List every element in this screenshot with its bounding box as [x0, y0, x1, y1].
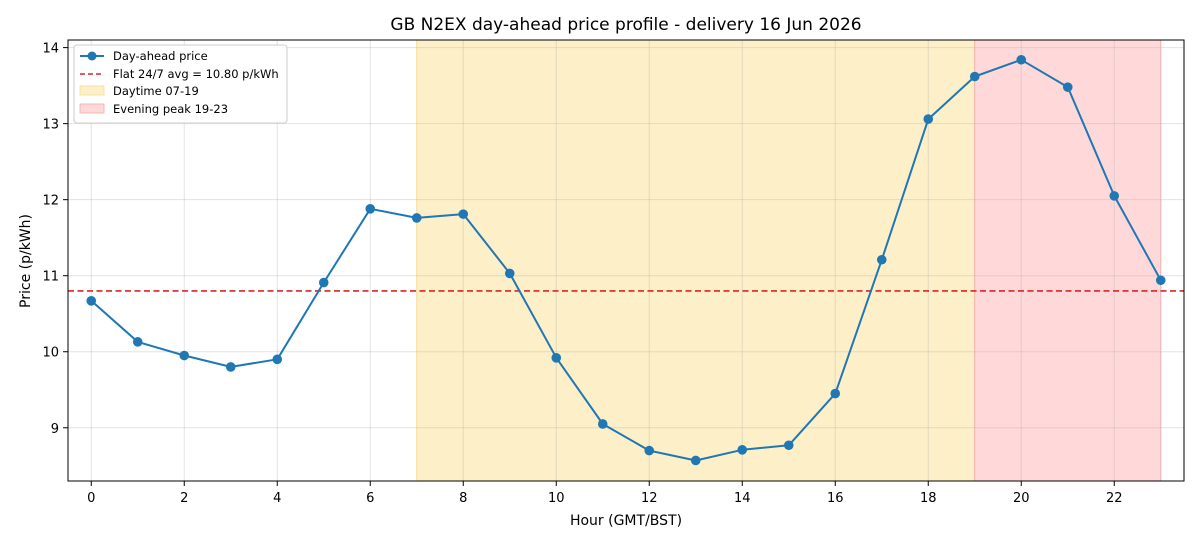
data-point	[644, 445, 655, 456]
y-tick-label: 14	[42, 42, 59, 57]
data-point	[1109, 191, 1120, 201]
x-axis-label: Hour (GMT/BST)	[570, 513, 682, 529]
x-tick-label: 4	[273, 491, 281, 506]
y-tick-label: 10	[42, 346, 59, 361]
x-tick-label: 20	[1013, 491, 1030, 506]
legend: Day-ahead price Flat 24/7 avg = 10.80 p/…	[73, 44, 288, 124]
x-tick-label: 2	[180, 491, 188, 506]
legend-daytime-swatch	[79, 85, 105, 96]
shaded-region-evening-peak	[974, 40, 1161, 481]
data-point	[830, 388, 841, 399]
x-tick-label: 8	[459, 491, 467, 506]
legend-item-evening: Evening peak 19-23	[79, 102, 228, 116]
x-tick-label: 14	[734, 491, 751, 506]
data-point	[458, 209, 469, 219]
data-point	[179, 350, 190, 361]
data-point	[272, 354, 283, 365]
x-tick-label: 12	[641, 491, 658, 506]
chart-title: GB N2EX day-ahead price profile - delive…	[390, 15, 861, 35]
y-tick-label: 12	[42, 194, 59, 209]
data-point	[411, 213, 422, 223]
data-point	[318, 277, 329, 288]
y-tick-label: 11	[42, 270, 59, 285]
legend-reference-label: Flat 24/7 avg = 10.80 p/kWh	[113, 67, 279, 81]
x-tick-label: 16	[827, 491, 844, 506]
legend-item-reference: Flat 24/7 avg = 10.80 p/kWh	[80, 67, 279, 81]
data-point	[923, 114, 934, 124]
data-point	[690, 455, 701, 466]
data-point	[783, 440, 794, 451]
x-tick-label: 0	[87, 491, 95, 506]
data-point	[86, 295, 97, 306]
x-tick-label: 10	[548, 491, 565, 506]
legend-series-marker-icon	[87, 51, 97, 61]
x-tick-label: 6	[366, 491, 374, 506]
data-point	[225, 362, 236, 372]
shaded-regions	[416, 40, 1162, 481]
x-tick-label: 18	[920, 491, 937, 506]
legend-item-series: Day-ahead price	[80, 49, 208, 63]
legend-box	[73, 44, 288, 124]
data-point	[365, 203, 376, 214]
data-point	[597, 419, 608, 429]
plot-frame	[67, 39, 1185, 482]
y-tick-label: 9	[51, 422, 59, 437]
data-point	[1016, 54, 1027, 65]
y-tick-label: 13	[42, 118, 59, 133]
data-point	[1155, 275, 1166, 286]
data-point	[551, 353, 562, 363]
data-point	[969, 71, 980, 82]
x-tick-label: 22	[1106, 491, 1123, 506]
data-point	[1062, 82, 1073, 92]
data-point	[132, 337, 143, 347]
legend-evening-label: Evening peak 19-23	[113, 102, 228, 116]
data-point	[876, 254, 887, 265]
series-layer	[86, 54, 1166, 466]
legend-series-label: Day-ahead price	[113, 49, 208, 63]
data-point	[737, 445, 748, 455]
legend-daytime-label: Daytime 07-19	[113, 84, 199, 98]
y-axis-label: Price (p/kWh)	[18, 214, 34, 308]
y-axis-ticks: 9 10 11 12 13 14	[42, 42, 68, 437]
data-point	[504, 268, 515, 279]
legend-evening-swatch	[79, 103, 105, 114]
legend-item-daytime: Daytime 07-19	[79, 84, 199, 98]
series-line	[90, 58, 1162, 462]
x-axis-ticks: 0 2 4 6 8 10 12 14 16 18 20 22	[87, 481, 1123, 506]
